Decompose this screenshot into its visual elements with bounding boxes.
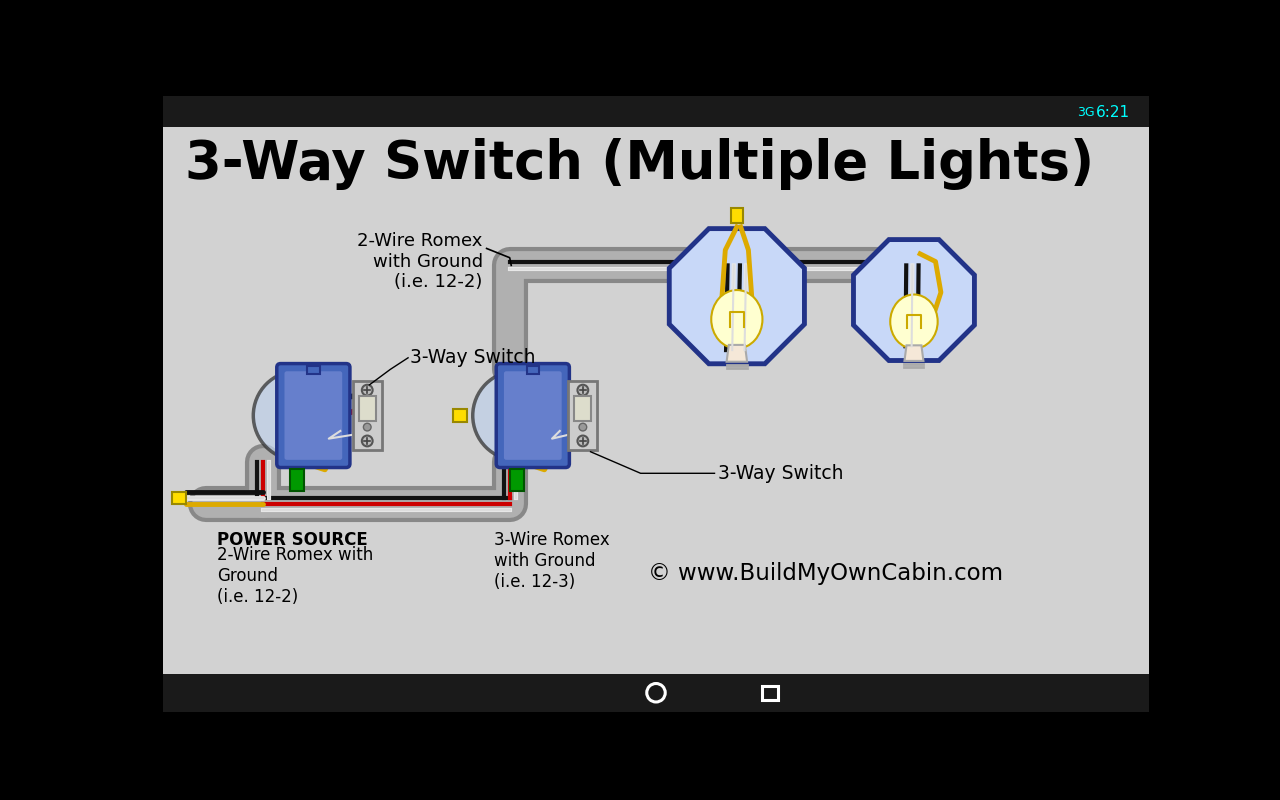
FancyBboxPatch shape: [284, 371, 342, 460]
FancyBboxPatch shape: [276, 363, 349, 467]
Bar: [509, 470, 524, 491]
Circle shape: [579, 423, 586, 431]
Circle shape: [362, 385, 372, 395]
Text: 3-Wire Romex
with Ground
(i.e. 12-3): 3-Wire Romex with Ground (i.e. 12-3): [494, 531, 611, 590]
Bar: [575, 396, 591, 421]
Bar: [173, 492, 187, 504]
Bar: [453, 410, 467, 422]
Text: 2-Wire Romex
with Ground
(i.e. 12-2): 2-Wire Romex with Ground (i.e. 12-2): [357, 232, 483, 291]
Bar: [731, 208, 742, 223]
Text: 3-Way Switch: 3-Way Switch: [718, 464, 844, 482]
Circle shape: [253, 371, 343, 460]
Circle shape: [577, 435, 589, 446]
Bar: [291, 470, 305, 491]
Bar: [358, 396, 376, 421]
Bar: [526, 366, 539, 374]
Polygon shape: [854, 239, 974, 361]
Polygon shape: [905, 346, 923, 361]
Circle shape: [364, 423, 371, 431]
Text: 3-Way Switch (Multiple Lights): 3-Way Switch (Multiple Lights): [184, 138, 1094, 190]
Bar: [164, 126, 1149, 674]
Circle shape: [577, 385, 589, 395]
Text: POWER SOURCE: POWER SOURCE: [218, 531, 367, 549]
Circle shape: [362, 435, 372, 446]
FancyBboxPatch shape: [497, 363, 570, 467]
Bar: [352, 381, 381, 450]
Ellipse shape: [712, 290, 763, 349]
Text: 6:21: 6:21: [1096, 106, 1129, 121]
Ellipse shape: [890, 294, 938, 349]
FancyBboxPatch shape: [504, 371, 562, 460]
Bar: [164, 96, 1149, 126]
Polygon shape: [669, 229, 804, 364]
Text: 3G: 3G: [1078, 106, 1094, 119]
Bar: [568, 381, 598, 450]
Bar: [164, 674, 1149, 712]
Bar: [307, 366, 320, 374]
Circle shape: [472, 371, 562, 460]
Text: 3-Way Switch: 3-Way Switch: [410, 348, 535, 367]
Polygon shape: [727, 345, 748, 362]
Text: 2-Wire Romex with
Ground
(i.e. 12-2): 2-Wire Romex with Ground (i.e. 12-2): [218, 546, 374, 606]
Text: © www.BuildMyOwnCabin.com: © www.BuildMyOwnCabin.com: [648, 562, 1004, 585]
Bar: [763, 686, 778, 700]
